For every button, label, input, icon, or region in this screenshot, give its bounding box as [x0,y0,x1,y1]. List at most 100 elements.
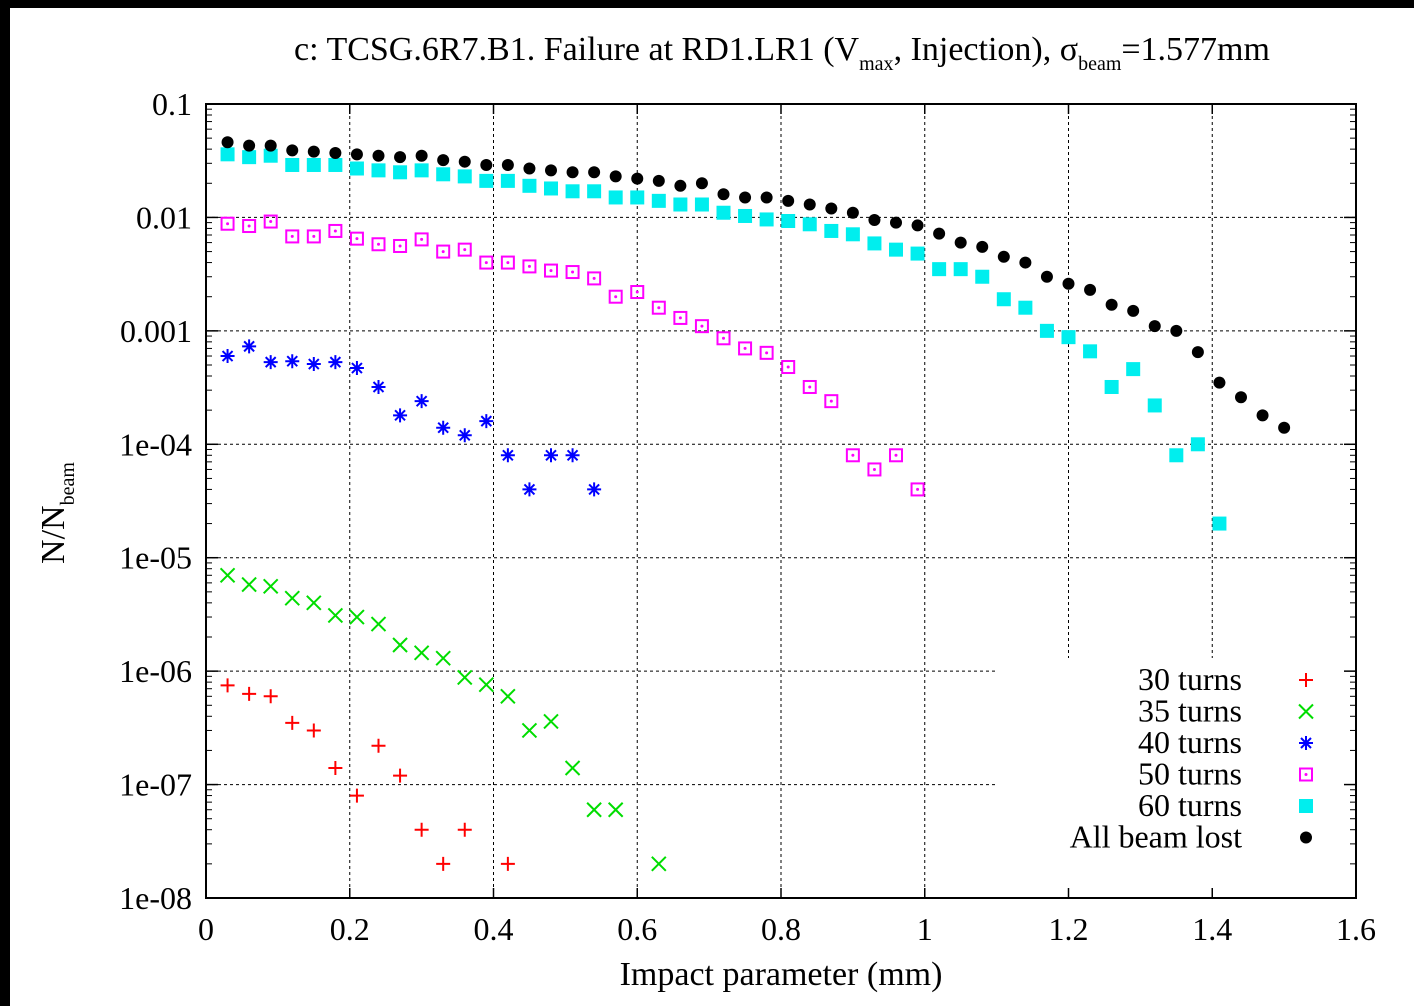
data-point [910,246,925,261]
data-point [458,155,471,168]
data-point [1062,277,1075,290]
data-point [673,197,688,212]
marker-box [500,255,515,270]
data-point [457,822,472,837]
x-tick-label: 0 [198,911,214,947]
data-point [565,448,580,463]
data-point [802,379,817,394]
data-point [349,609,365,625]
series-3 [220,214,925,497]
marker-dot [355,237,359,241]
data-point [544,448,558,463]
data-point [824,394,839,409]
data-point [349,361,364,376]
data-point [350,148,363,161]
data-point [544,181,558,196]
marker-box [673,310,688,325]
data-point [371,379,386,394]
data-point [607,802,624,818]
data-point [480,158,493,171]
y-tick-label: 1e-05 [119,540,192,576]
data-point [716,331,731,346]
data-point [328,223,343,238]
data-point [565,265,580,280]
data-point [521,722,538,739]
marker-box [328,223,343,238]
data-point [1148,320,1161,333]
data-point [328,760,343,775]
data-point [306,157,321,172]
data-point [500,856,515,871]
data-point [328,355,343,370]
marker-box [349,231,364,246]
data-point [285,715,300,730]
data-point [285,229,300,244]
data-point [1190,437,1205,452]
data-point [328,157,343,172]
data-point [1212,516,1227,531]
marker-dot [743,346,747,350]
data-point [262,578,279,594]
data-point [543,713,559,730]
data-point [393,165,408,180]
data-point [651,856,667,872]
data-point [868,213,881,226]
data-point [220,678,235,693]
data-point [760,191,773,204]
data-point [933,227,946,240]
marker-dot [808,385,812,389]
data-point [457,669,473,686]
data-point [845,227,860,242]
data-point [306,723,321,738]
data-point [307,145,320,158]
data-point [1147,398,1162,413]
data-point [415,149,428,162]
marker-box [1299,767,1313,782]
data-point [954,236,967,249]
data-point [242,339,257,354]
data-point [889,242,903,257]
data-point [782,194,795,207]
data-point [263,214,278,229]
series-0 [220,678,515,871]
data-point [263,689,278,704]
chart-title: c: TCSG.6R7.B1. Failure at RD1.LR1 (Vmax… [294,31,1270,75]
series-2 [220,339,602,497]
data-point [1278,421,1291,434]
data-point [867,236,882,251]
data-point [414,163,429,178]
legend-label: 30 turns [1138,661,1242,697]
marker-dot [226,222,230,226]
data-point [953,262,968,277]
data-point [306,595,322,611]
data-point [436,420,451,435]
marker-box [867,462,882,477]
marker-dot [527,264,531,268]
marker-box [220,216,235,231]
data-point [890,216,902,229]
data-point [1018,300,1033,315]
data-point [436,856,451,871]
data-point [479,414,494,429]
data-point [306,229,321,244]
data-point [1061,330,1076,345]
marker-dot [463,248,467,252]
data-point [738,208,753,223]
data-point [371,237,386,252]
marker-dot [786,365,790,369]
data-point [630,285,645,300]
legend-label: 60 turns [1138,787,1242,823]
data-point [781,214,796,229]
y-tick-label: 1e-06 [119,653,192,689]
data-point [587,271,602,286]
marker-dot [722,336,725,340]
data-point [263,355,278,370]
marker-dot [247,224,251,228]
data-point [717,188,730,201]
grid-lines [206,104,1356,898]
data-point [651,193,666,208]
data-point [781,360,796,375]
x-axis-label: Impact parameter (mm) [620,956,943,993]
marker-dot [312,234,316,238]
